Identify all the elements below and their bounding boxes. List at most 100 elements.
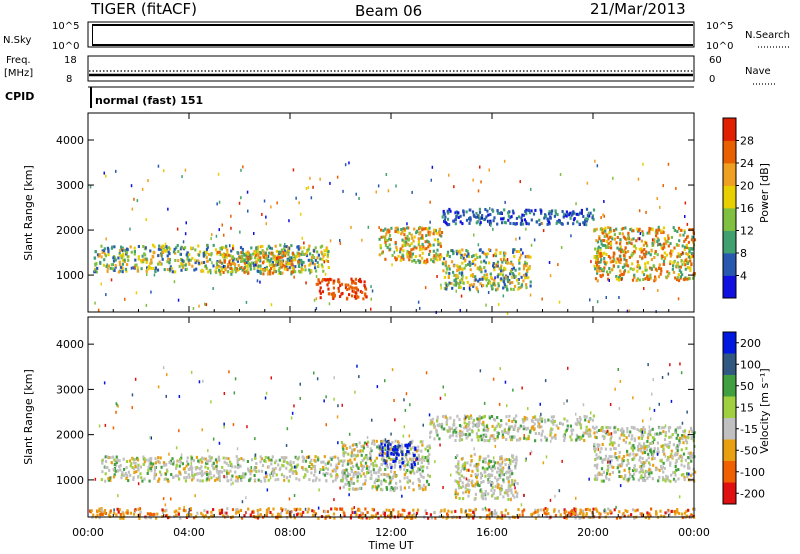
power-cell bbox=[286, 250, 289, 254]
power-cell bbox=[638, 278, 641, 282]
velocity-cell bbox=[285, 511, 288, 515]
velocity-cell bbox=[482, 433, 485, 437]
power-cell bbox=[254, 253, 257, 257]
velocity-cell bbox=[484, 470, 487, 474]
freq-tick-bottom: 8 bbox=[66, 74, 72, 85]
velocity-cell bbox=[121, 516, 124, 520]
velocity-cell bbox=[638, 442, 641, 446]
power-cell bbox=[198, 253, 201, 257]
power-cell bbox=[218, 250, 221, 254]
velocity-cell bbox=[145, 458, 148, 462]
velocity-cell bbox=[304, 459, 307, 463]
power-cell bbox=[290, 244, 293, 248]
power-cell bbox=[325, 259, 328, 263]
power-cell bbox=[418, 232, 421, 236]
power-cell bbox=[690, 247, 693, 251]
velocity-cell bbox=[496, 496, 499, 500]
power-cell bbox=[400, 255, 403, 259]
power-cell bbox=[569, 211, 572, 215]
velocity-noise-cell bbox=[465, 416, 467, 420]
velocity-cell bbox=[618, 450, 621, 454]
velocity-cell bbox=[347, 452, 350, 456]
power-cell bbox=[222, 253, 225, 257]
power-cell bbox=[256, 269, 259, 273]
power-noise-cell bbox=[230, 226, 232, 230]
power-cell bbox=[323, 249, 326, 253]
power-cell bbox=[554, 211, 557, 215]
velocity-cell bbox=[429, 431, 432, 435]
power-cell bbox=[168, 269, 172, 273]
velocity-cell bbox=[485, 516, 488, 520]
velocity-cell bbox=[342, 444, 345, 448]
velocity-cell bbox=[455, 495, 458, 499]
velocity-cell bbox=[278, 458, 281, 462]
power-cell bbox=[648, 231, 651, 235]
velocity-cell bbox=[676, 426, 679, 430]
power-cell bbox=[205, 266, 208, 270]
velocity-cell bbox=[645, 444, 648, 448]
velocity-cell bbox=[466, 461, 469, 465]
power-cell bbox=[470, 274, 473, 278]
velocity-cell bbox=[332, 455, 335, 459]
velocity-cell bbox=[302, 457, 305, 461]
velocity-cell bbox=[345, 478, 348, 482]
power-cell bbox=[186, 255, 189, 259]
velocity-cell bbox=[412, 488, 415, 492]
velocity-cell bbox=[429, 422, 432, 426]
power-cell bbox=[311, 255, 314, 259]
power-cell bbox=[364, 292, 367, 296]
power-cell bbox=[432, 259, 435, 263]
power-cell bbox=[660, 267, 663, 271]
power-noise-cell bbox=[530, 243, 533, 247]
power-noise-cell bbox=[319, 177, 321, 181]
velocity-cell bbox=[627, 477, 630, 481]
velocity-cell bbox=[160, 473, 163, 477]
power-cell bbox=[274, 255, 277, 259]
velocity-cell bbox=[340, 508, 343, 511]
velocity-cell bbox=[207, 516, 210, 520]
velocity-cell bbox=[190, 467, 193, 471]
power-cell bbox=[388, 237, 391, 241]
power-cell bbox=[528, 267, 531, 270]
velocity-cell bbox=[109, 511, 112, 514]
velocity-cell bbox=[112, 475, 116, 479]
velocity-cell bbox=[563, 511, 566, 515]
velocity-cell bbox=[389, 481, 392, 485]
power-cell bbox=[388, 229, 391, 233]
velocity-cell bbox=[235, 511, 238, 515]
velocity-cell bbox=[364, 461, 368, 465]
power-cell bbox=[210, 252, 213, 256]
power-cell bbox=[157, 254, 160, 258]
power-cell bbox=[582, 221, 585, 225]
power-cell bbox=[141, 254, 144, 258]
power-cell bbox=[468, 283, 471, 287]
velocity-cell bbox=[205, 461, 208, 465]
velocity-cell bbox=[112, 455, 115, 459]
velocity-cell bbox=[513, 495, 516, 499]
power-cell bbox=[412, 247, 415, 251]
velocity-cell bbox=[530, 512, 533, 516]
power-cell bbox=[450, 260, 454, 264]
power-cell bbox=[443, 287, 446, 290]
power-cell bbox=[504, 259, 507, 263]
power-cell bbox=[596, 240, 600, 244]
velocity-cell bbox=[551, 421, 554, 424]
velocity-cell bbox=[494, 485, 497, 489]
power-cell bbox=[565, 214, 568, 218]
power-cell bbox=[236, 268, 239, 272]
velocity-cell bbox=[352, 475, 355, 479]
velocity-cell bbox=[460, 438, 464, 442]
power-cell bbox=[681, 273, 684, 277]
velocity-cell bbox=[684, 439, 687, 442]
power-cell bbox=[626, 264, 630, 268]
velocity-cell bbox=[475, 462, 478, 466]
power-noise-cell bbox=[587, 211, 590, 215]
power-cell bbox=[407, 238, 410, 242]
power-cell bbox=[150, 261, 153, 265]
velocity-cell bbox=[210, 514, 213, 518]
power-cell bbox=[221, 261, 224, 265]
power-cell bbox=[197, 261, 200, 265]
nsky-panel: N.Sky 10^5 10^0 10^5 10^0 N.Search bbox=[3, 21, 790, 52]
power-noise-cell bbox=[651, 238, 654, 242]
velocity-cell bbox=[132, 467, 135, 471]
